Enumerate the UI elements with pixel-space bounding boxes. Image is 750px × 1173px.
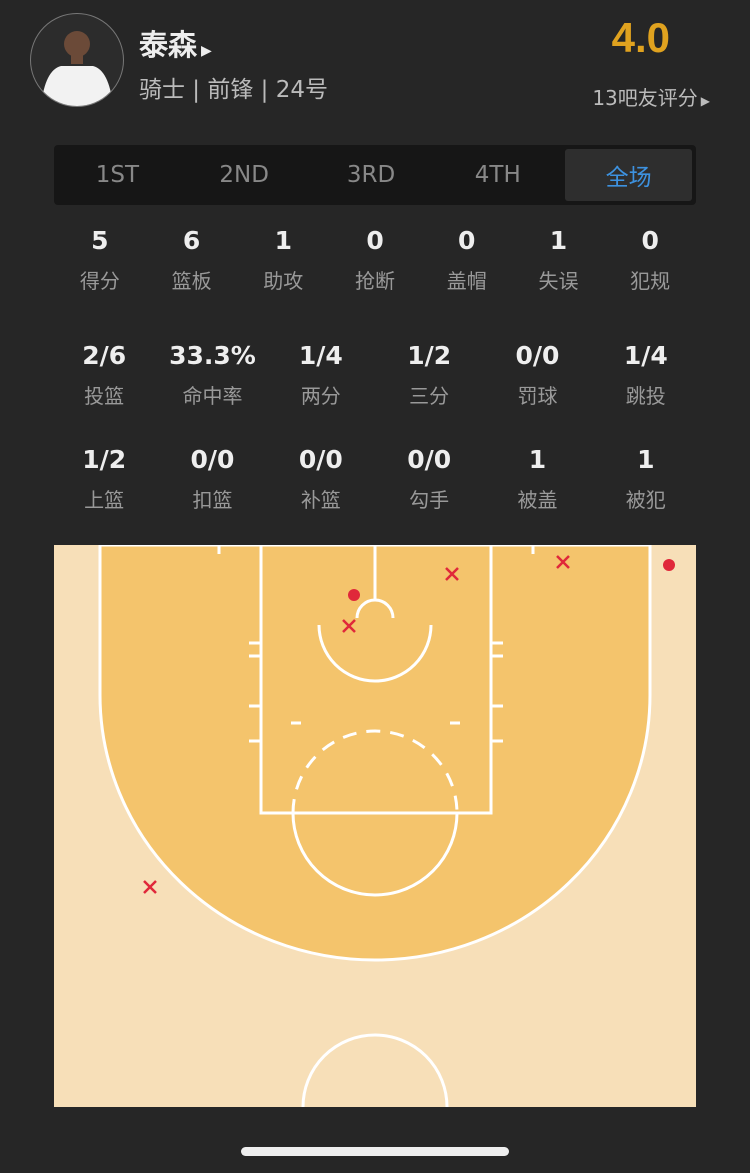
- stat-value: 1: [528, 445, 547, 474]
- play-arrow-icon: ▶: [201, 43, 212, 59]
- stat-value: 1/4: [298, 341, 343, 370]
- shot-chart-court: [54, 545, 696, 1107]
- stat-cell: 1/4 两分: [267, 341, 375, 409]
- stat-value: 0/0: [190, 445, 235, 474]
- tab-1st[interactable]: 1ST: [95, 162, 140, 188]
- stat-cell: 0/0 罚球: [483, 341, 591, 409]
- rating-link[interactable]: 13吧友评分 ▶: [592, 82, 710, 111]
- free-throw-circle-top: [291, 729, 459, 814]
- stat-value: 0/0: [298, 445, 343, 474]
- stat-cell: 1 助攻: [237, 226, 329, 294]
- stat-value: 2/6: [82, 341, 127, 370]
- player-name: 泰森: [139, 28, 198, 62]
- stats-row-shooting: 2/6 投篮 33.3% 命中率 1/4 两分 1/2 三分 0/0 罚球 1/4 跳投: [50, 341, 700, 409]
- stat-value: 1: [549, 226, 568, 255]
- missed-shot-marker: [556, 555, 570, 569]
- stat-cell: 1/2 上篮: [50, 445, 158, 513]
- center-circle: [301, 1033, 449, 1107]
- stat-label: 勾手: [409, 488, 450, 512]
- made-shot-marker: [348, 589, 360, 601]
- stat-value: 0: [641, 226, 659, 255]
- stat-label: 盖帽: [446, 269, 487, 293]
- stat-value: 1: [274, 226, 292, 255]
- stat-label: 上篮: [84, 488, 125, 512]
- made-shot-marker: [663, 559, 675, 571]
- stat-label: 被盖: [517, 488, 558, 512]
- stat-value: 0/0: [515, 341, 560, 370]
- home-indicator[interactable]: [241, 1147, 509, 1156]
- stat-cell: 1/4 跳投: [592, 341, 700, 409]
- stats-row-shot-types: 1/2 上篮 0/0 扣篮 0/0 补篮 0/0 勾手 1 被盖 1 被犯: [50, 445, 700, 513]
- stat-label: 抢断: [355, 269, 396, 293]
- stat-value: 0: [458, 226, 476, 255]
- stat-value: 1/2: [407, 341, 452, 370]
- rating-text: 13吧友评分: [592, 86, 698, 110]
- stat-cell: 1 失误: [513, 226, 605, 294]
- tab-3rd[interactable]: 3RD: [346, 162, 396, 188]
- paint: [259, 545, 493, 815]
- stat-cell: 0/0 补篮: [267, 445, 375, 513]
- stat-value: 5: [91, 226, 109, 255]
- player-score: 4.0: [611, 14, 670, 61]
- stat-label: 扣篮: [192, 488, 233, 512]
- stat-label: 被犯: [625, 488, 666, 512]
- stat-label: 得分: [79, 269, 120, 293]
- stat-label: 三分: [409, 384, 450, 408]
- stat-label: 助攻: [263, 269, 304, 293]
- stat-value: 1: [637, 445, 655, 474]
- stat-label: 跳投: [625, 384, 666, 408]
- tab-full-game[interactable]: 全场: [565, 149, 692, 201]
- stat-cell: 5 得分: [54, 226, 146, 294]
- stat-label: 犯规: [630, 269, 671, 293]
- stat-cell: 6 篮板: [146, 226, 238, 294]
- free-throw-circle-bottom: [291, 812, 459, 897]
- stat-label: 罚球: [517, 384, 558, 408]
- stat-cell: 2/6 投篮: [50, 341, 158, 409]
- player-name-link[interactable]: 泰森 ▶: [139, 22, 212, 64]
- player-info: 骑士 | 前锋 | 24号: [139, 77, 329, 103]
- stat-value: 1/4: [623, 341, 668, 370]
- missed-shot-marker: [143, 880, 157, 894]
- stat-cell: 33.3% 命中率: [158, 341, 266, 409]
- stat-cell: 1 被盖: [483, 445, 591, 513]
- stat-cell: 1/2 三分: [375, 341, 483, 409]
- tab-2nd[interactable]: 2ND: [219, 162, 269, 188]
- stat-cell: 0/0 扣篮: [158, 445, 266, 513]
- stat-label: 命中率: [182, 384, 243, 408]
- stat-value: 0: [366, 226, 384, 255]
- stat-value: 1/2: [82, 445, 127, 474]
- stat-value: 0/0: [407, 445, 452, 474]
- stat-cell: 0 犯规: [604, 226, 696, 294]
- period-tabs: 1ST 2ND 3RD 4TH 全场: [54, 145, 696, 205]
- tab-4th[interactable]: 4TH: [474, 162, 521, 188]
- stat-label: 投篮: [84, 384, 125, 408]
- stat-label: 两分: [300, 384, 341, 408]
- play-arrow-icon: ▶: [700, 94, 710, 108]
- missed-shot-marker: [445, 567, 459, 581]
- stat-cell: 0 抢断: [329, 226, 421, 294]
- stat-value: 33.3%: [169, 341, 256, 370]
- stats-row-basic: 5 得分 6 篮板 1 助攻 0 抢断 0 盖帽 1 失误 0 犯规: [54, 226, 696, 294]
- stat-cell: 0 盖帽: [421, 226, 513, 294]
- stat-cell: 0/0 勾手: [375, 445, 483, 513]
- player-avatar[interactable]: [30, 13, 124, 107]
- stat-label: 篮板: [171, 269, 212, 293]
- stat-value: 6: [182, 226, 201, 255]
- three-point-line: [98, 545, 652, 962]
- stat-label: 补篮: [300, 488, 341, 512]
- missed-shot-marker: [342, 619, 356, 633]
- restricted-arc: [317, 624, 433, 683]
- stat-cell: 1 被犯: [592, 445, 700, 513]
- stat-label: 失误: [538, 269, 579, 293]
